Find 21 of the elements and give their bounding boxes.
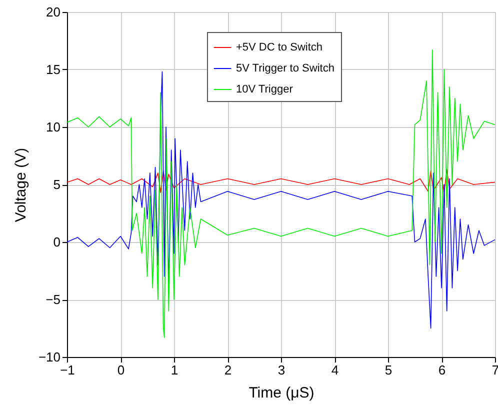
x-tick-label: 6 bbox=[438, 362, 446, 378]
y-tick-label: 5 bbox=[53, 177, 60, 192]
y-tick-label: 0 bbox=[53, 234, 60, 250]
y-axis-title: Voltage (V) bbox=[12, 148, 30, 222]
y-tick-label: −5 bbox=[46, 292, 60, 307]
x-tick-label: 3 bbox=[278, 362, 286, 378]
x-tick-label: −1 bbox=[60, 362, 75, 378]
y-tick-label: 10 bbox=[46, 120, 60, 134]
x-axis-title: Time (μS) bbox=[248, 384, 314, 402]
x-tick-label: 5 bbox=[384, 362, 392, 378]
line-series bbox=[66, 169, 496, 193]
y-tick-label: 15 bbox=[46, 62, 60, 77]
legend-label: 5V Trigger to Switch bbox=[236, 62, 334, 74]
x-tick-label: 4 bbox=[331, 362, 339, 378]
x-tick-label: 0 bbox=[117, 362, 125, 378]
legend-label: 10V Trigger bbox=[236, 84, 294, 96]
legend-label: +5V DC to Switch bbox=[236, 42, 323, 54]
y-tick-label: 20 bbox=[46, 4, 60, 20]
x-tick-label: 1 bbox=[170, 362, 178, 378]
y-tick-label: −10 bbox=[38, 350, 60, 364]
x-tick-label: 2 bbox=[224, 362, 232, 378]
